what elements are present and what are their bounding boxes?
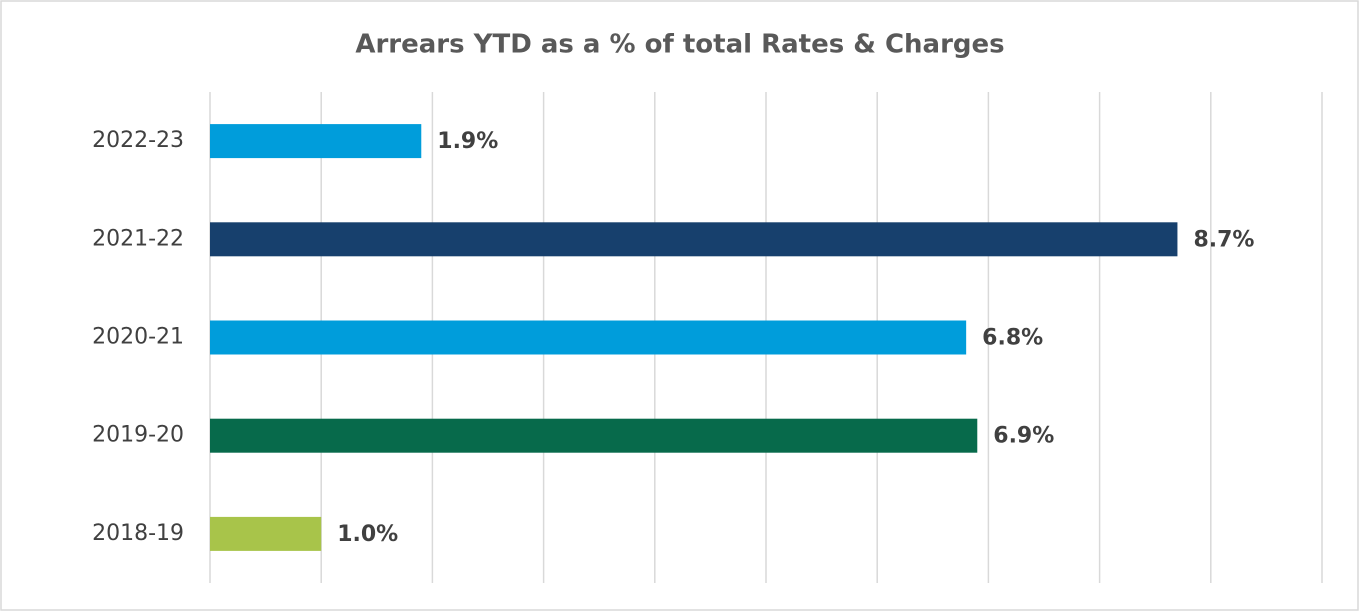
y-tick-label: 2018-19 bbox=[92, 521, 184, 546]
bar bbox=[210, 320, 967, 355]
y-tick-label: 2022-23 bbox=[92, 128, 184, 153]
chart-title: Arrears YTD as a % of total Rates & Char… bbox=[355, 30, 1004, 60]
data-label: 8.7% bbox=[1193, 227, 1254, 252]
y-tick-label: 2021-22 bbox=[92, 226, 184, 251]
data-label: 1.0% bbox=[337, 522, 398, 547]
bar bbox=[210, 516, 322, 551]
bar bbox=[210, 222, 1178, 257]
y-tick-label: 2019-20 bbox=[92, 423, 184, 448]
data-label: 1.9% bbox=[437, 129, 498, 154]
data-label: 6.8% bbox=[982, 326, 1043, 351]
bar bbox=[210, 124, 422, 159]
data-label: 6.9% bbox=[993, 424, 1054, 449]
y-tick-label: 2020-21 bbox=[92, 325, 184, 350]
bar bbox=[210, 418, 978, 453]
